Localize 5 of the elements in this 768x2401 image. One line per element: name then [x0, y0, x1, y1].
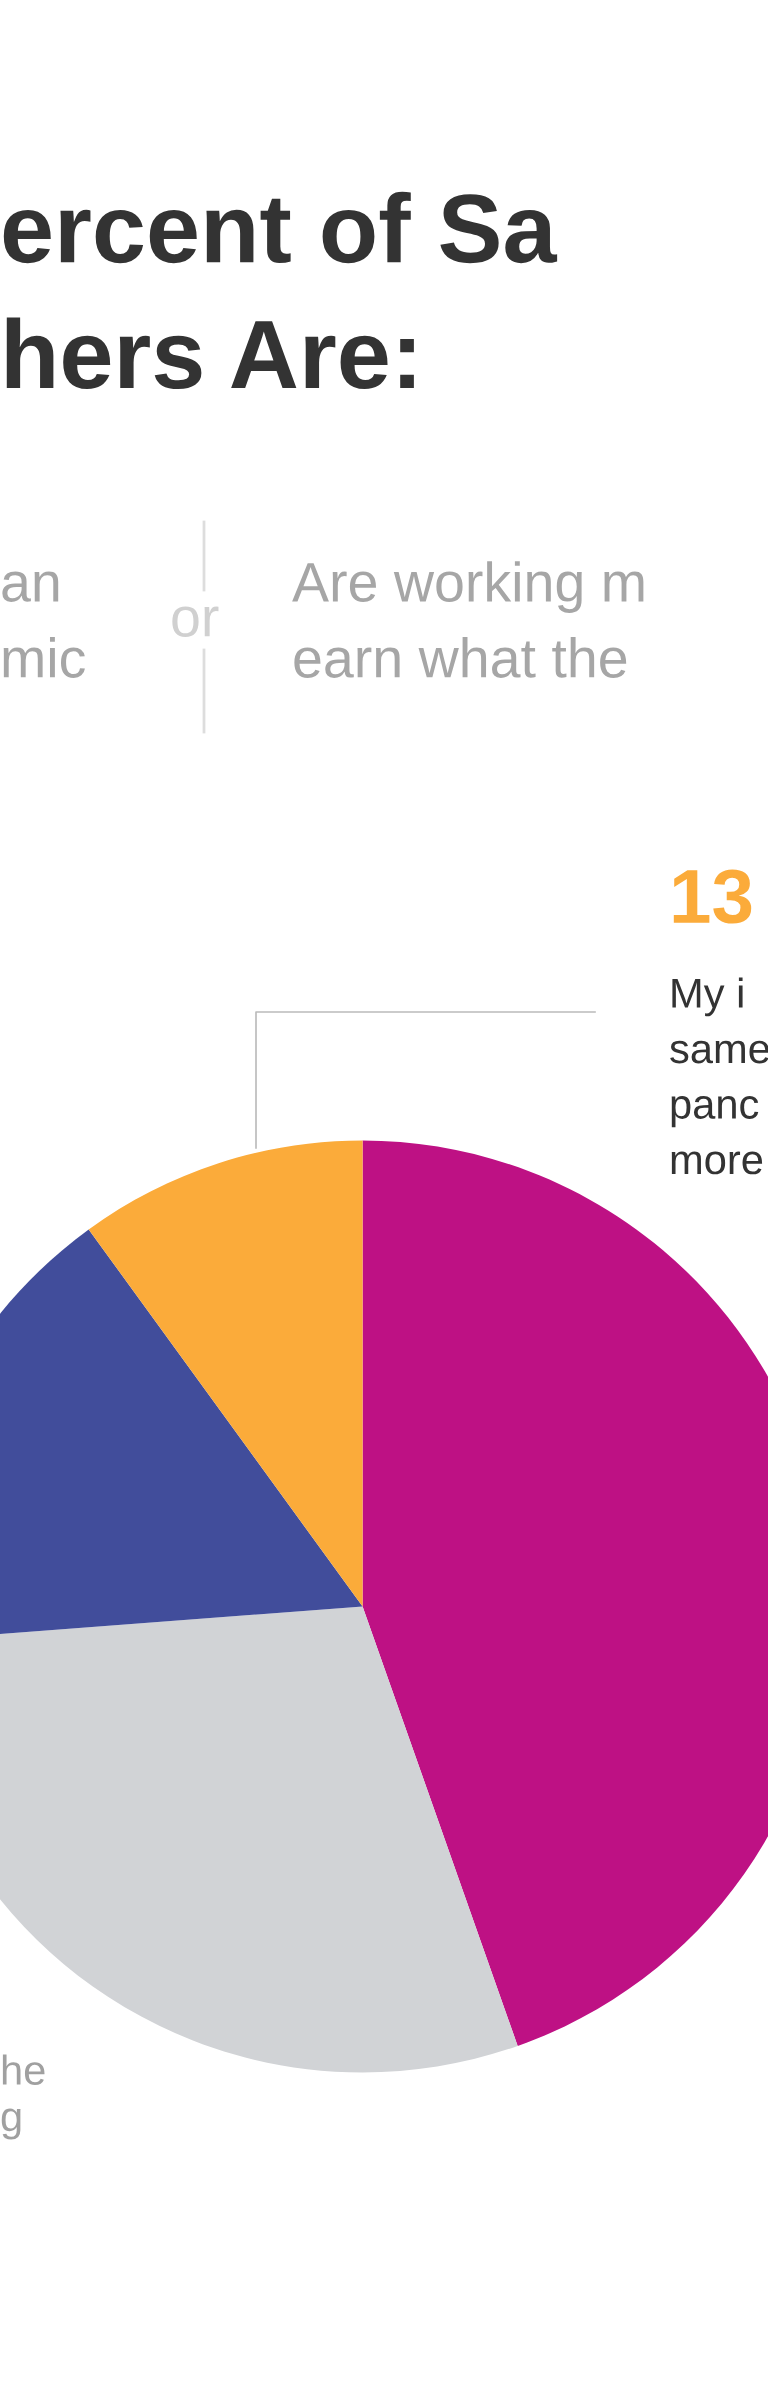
text: he g	[1, 2054, 45, 2140]
text: 13	[673, 869, 752, 924]
text: an mic	[2, 571, 85, 678]
text: Are working m earn what the	[292, 561, 644, 678]
chart-title: ercent of Sa hers Are:	[3, 191, 558, 390]
